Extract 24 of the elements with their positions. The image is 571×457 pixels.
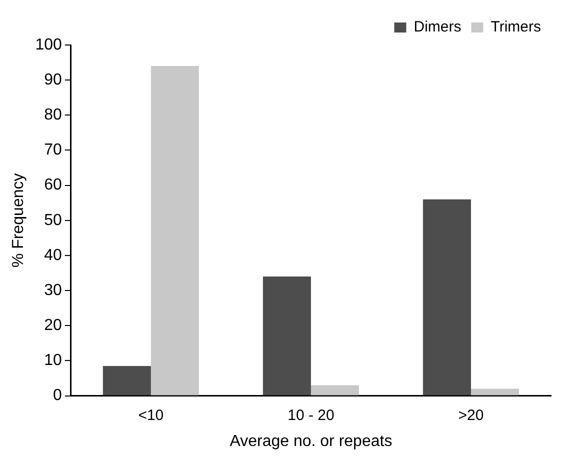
- y-tick-label: 80: [44, 106, 62, 124]
- bar: [150, 66, 199, 396]
- x-tick-label: >20: [458, 406, 484, 424]
- y-tick-label: 10: [44, 352, 62, 370]
- y-tick-label: 90: [44, 71, 62, 88]
- legend-label: Dimers: [414, 18, 462, 36]
- y-tick-label: 20: [44, 317, 62, 334]
- bar: [310, 385, 359, 396]
- x-tick-label: 10 - 20: [288, 406, 334, 424]
- x-axis-title: Average no. or repeats: [230, 432, 392, 450]
- y-tick-label: 70: [44, 142, 62, 159]
- y-tick-label: 100: [35, 36, 62, 54]
- bar: [422, 199, 471, 396]
- bar: [470, 388, 519, 396]
- bar: [102, 366, 151, 396]
- y-tick-label: 50: [44, 212, 62, 229]
- y-tick-label: 30: [44, 282, 62, 299]
- y-axis-title: % Frequency: [10, 173, 28, 268]
- y-tick-label: 60: [44, 176, 62, 194]
- y-tick-label: 0: [52, 387, 62, 404]
- bar: [262, 276, 311, 396]
- y-tick-label: 40: [44, 246, 62, 264]
- x-tick-label: <10: [138, 406, 164, 424]
- legend-label: Trimers: [490, 18, 542, 36]
